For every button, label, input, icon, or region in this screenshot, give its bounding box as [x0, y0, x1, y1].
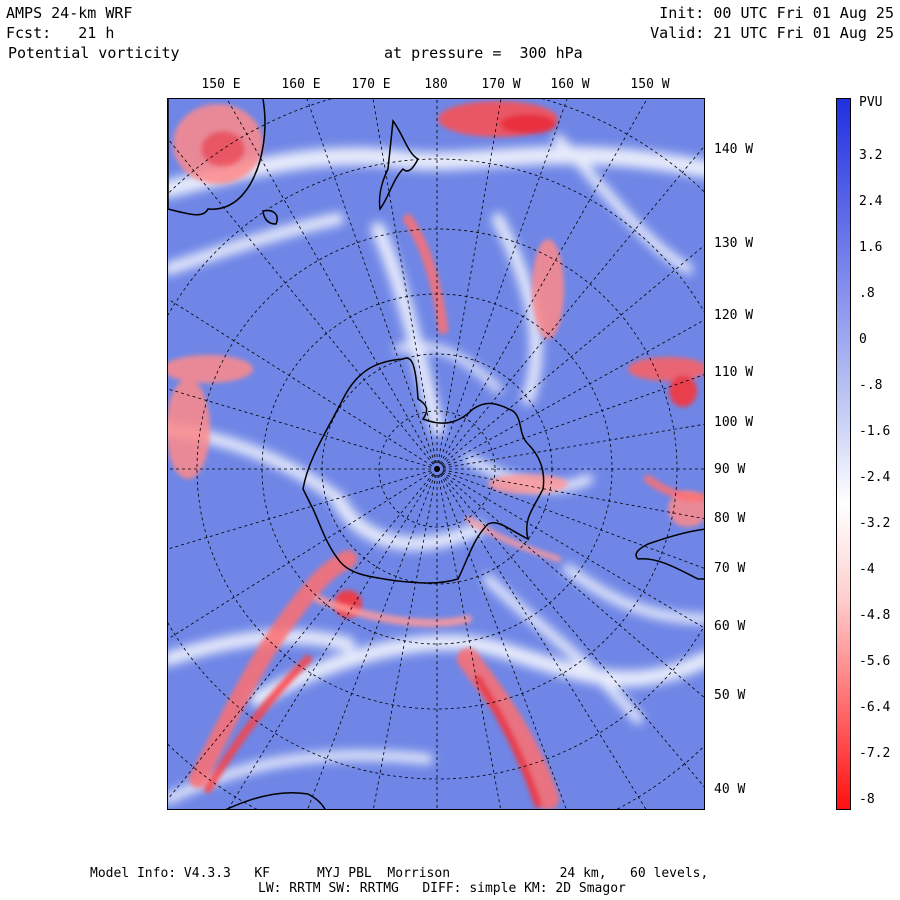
lon-label: 50 W	[714, 688, 746, 703]
lon-label: 180	[424, 77, 448, 92]
pv-field	[168, 99, 704, 809]
colorbar-tick: 2.4	[859, 194, 883, 209]
field-name: Potential vorticity	[8, 44, 180, 62]
colorbar-tick: -.8	[859, 378, 883, 393]
lon-label: 120 W	[714, 308, 754, 323]
lon-label: 150 E	[201, 77, 241, 92]
valid-time: Valid: 21 UTC Fri 01 Aug 25	[650, 24, 894, 42]
colorbar-tick: -7.2	[859, 746, 891, 761]
pv-negative-streamers	[168, 101, 704, 618]
lon-label: 130 W	[714, 236, 754, 251]
lon-label: 140 W	[714, 142, 754, 157]
australia-coast	[168, 99, 266, 216]
lon-label: 100 W	[714, 415, 754, 430]
lon-label: 80 W	[714, 511, 746, 526]
colorbar	[836, 98, 851, 810]
lon-label: 160 E	[281, 77, 321, 92]
pressure-level: at pressure = 300 hPa	[384, 44, 583, 62]
tasmania-coast	[262, 209, 278, 225]
init-time: Init: 00 UTC Fri 01 Aug 25	[659, 4, 894, 22]
colorbar-tick: -4.8	[859, 608, 891, 623]
south-america-coast	[635, 528, 704, 580]
lon-label: 70 W	[714, 561, 746, 576]
colorbar-tick: -5.6	[859, 654, 891, 669]
colorbar-tick: -4	[859, 562, 875, 577]
lon-label: 40 W	[714, 782, 746, 797]
colorbar-tick: -6.4	[859, 700, 891, 715]
lon-label: 170 E	[351, 77, 391, 92]
pv-map	[167, 98, 705, 810]
pv-negative-bands	[189, 214, 704, 809]
forecast-hour: Fcst: 21 h	[6, 24, 115, 42]
lon-label: 170 W	[481, 77, 521, 92]
colorbar-tick: -3.2	[859, 516, 891, 531]
lon-label: 160 W	[550, 77, 590, 92]
colorbar-tick: -1.6	[859, 424, 891, 439]
lon-label: 150 W	[630, 77, 670, 92]
colorbar-tick: 0	[859, 332, 867, 347]
lon-label: 110 W	[714, 365, 754, 380]
lon-label: 90 W	[714, 462, 746, 477]
colorbar-tick: -2.4	[859, 470, 891, 485]
model-info-line2: LW: RRTM SW: RRTMG DIFF: simple KM: 2D S…	[258, 881, 626, 896]
new-zealand-coast	[378, 119, 420, 211]
colorbar-tick: 3.2	[859, 148, 883, 163]
model-title: AMPS 24-km WRF	[6, 4, 133, 22]
lon-label: 60 W	[714, 619, 746, 634]
colorbar-tick: .8	[859, 286, 875, 301]
graticule	[168, 99, 704, 809]
colorbar-gradient	[837, 99, 850, 809]
colorbar-tick: -8	[859, 792, 875, 807]
model-info-line1: Model Info: V4.3.3 KF MYJ PBL Morrison 2…	[90, 866, 709, 881]
colorbar-units: PVU	[859, 95, 883, 110]
colorbar-tick: 1.6	[859, 240, 883, 255]
